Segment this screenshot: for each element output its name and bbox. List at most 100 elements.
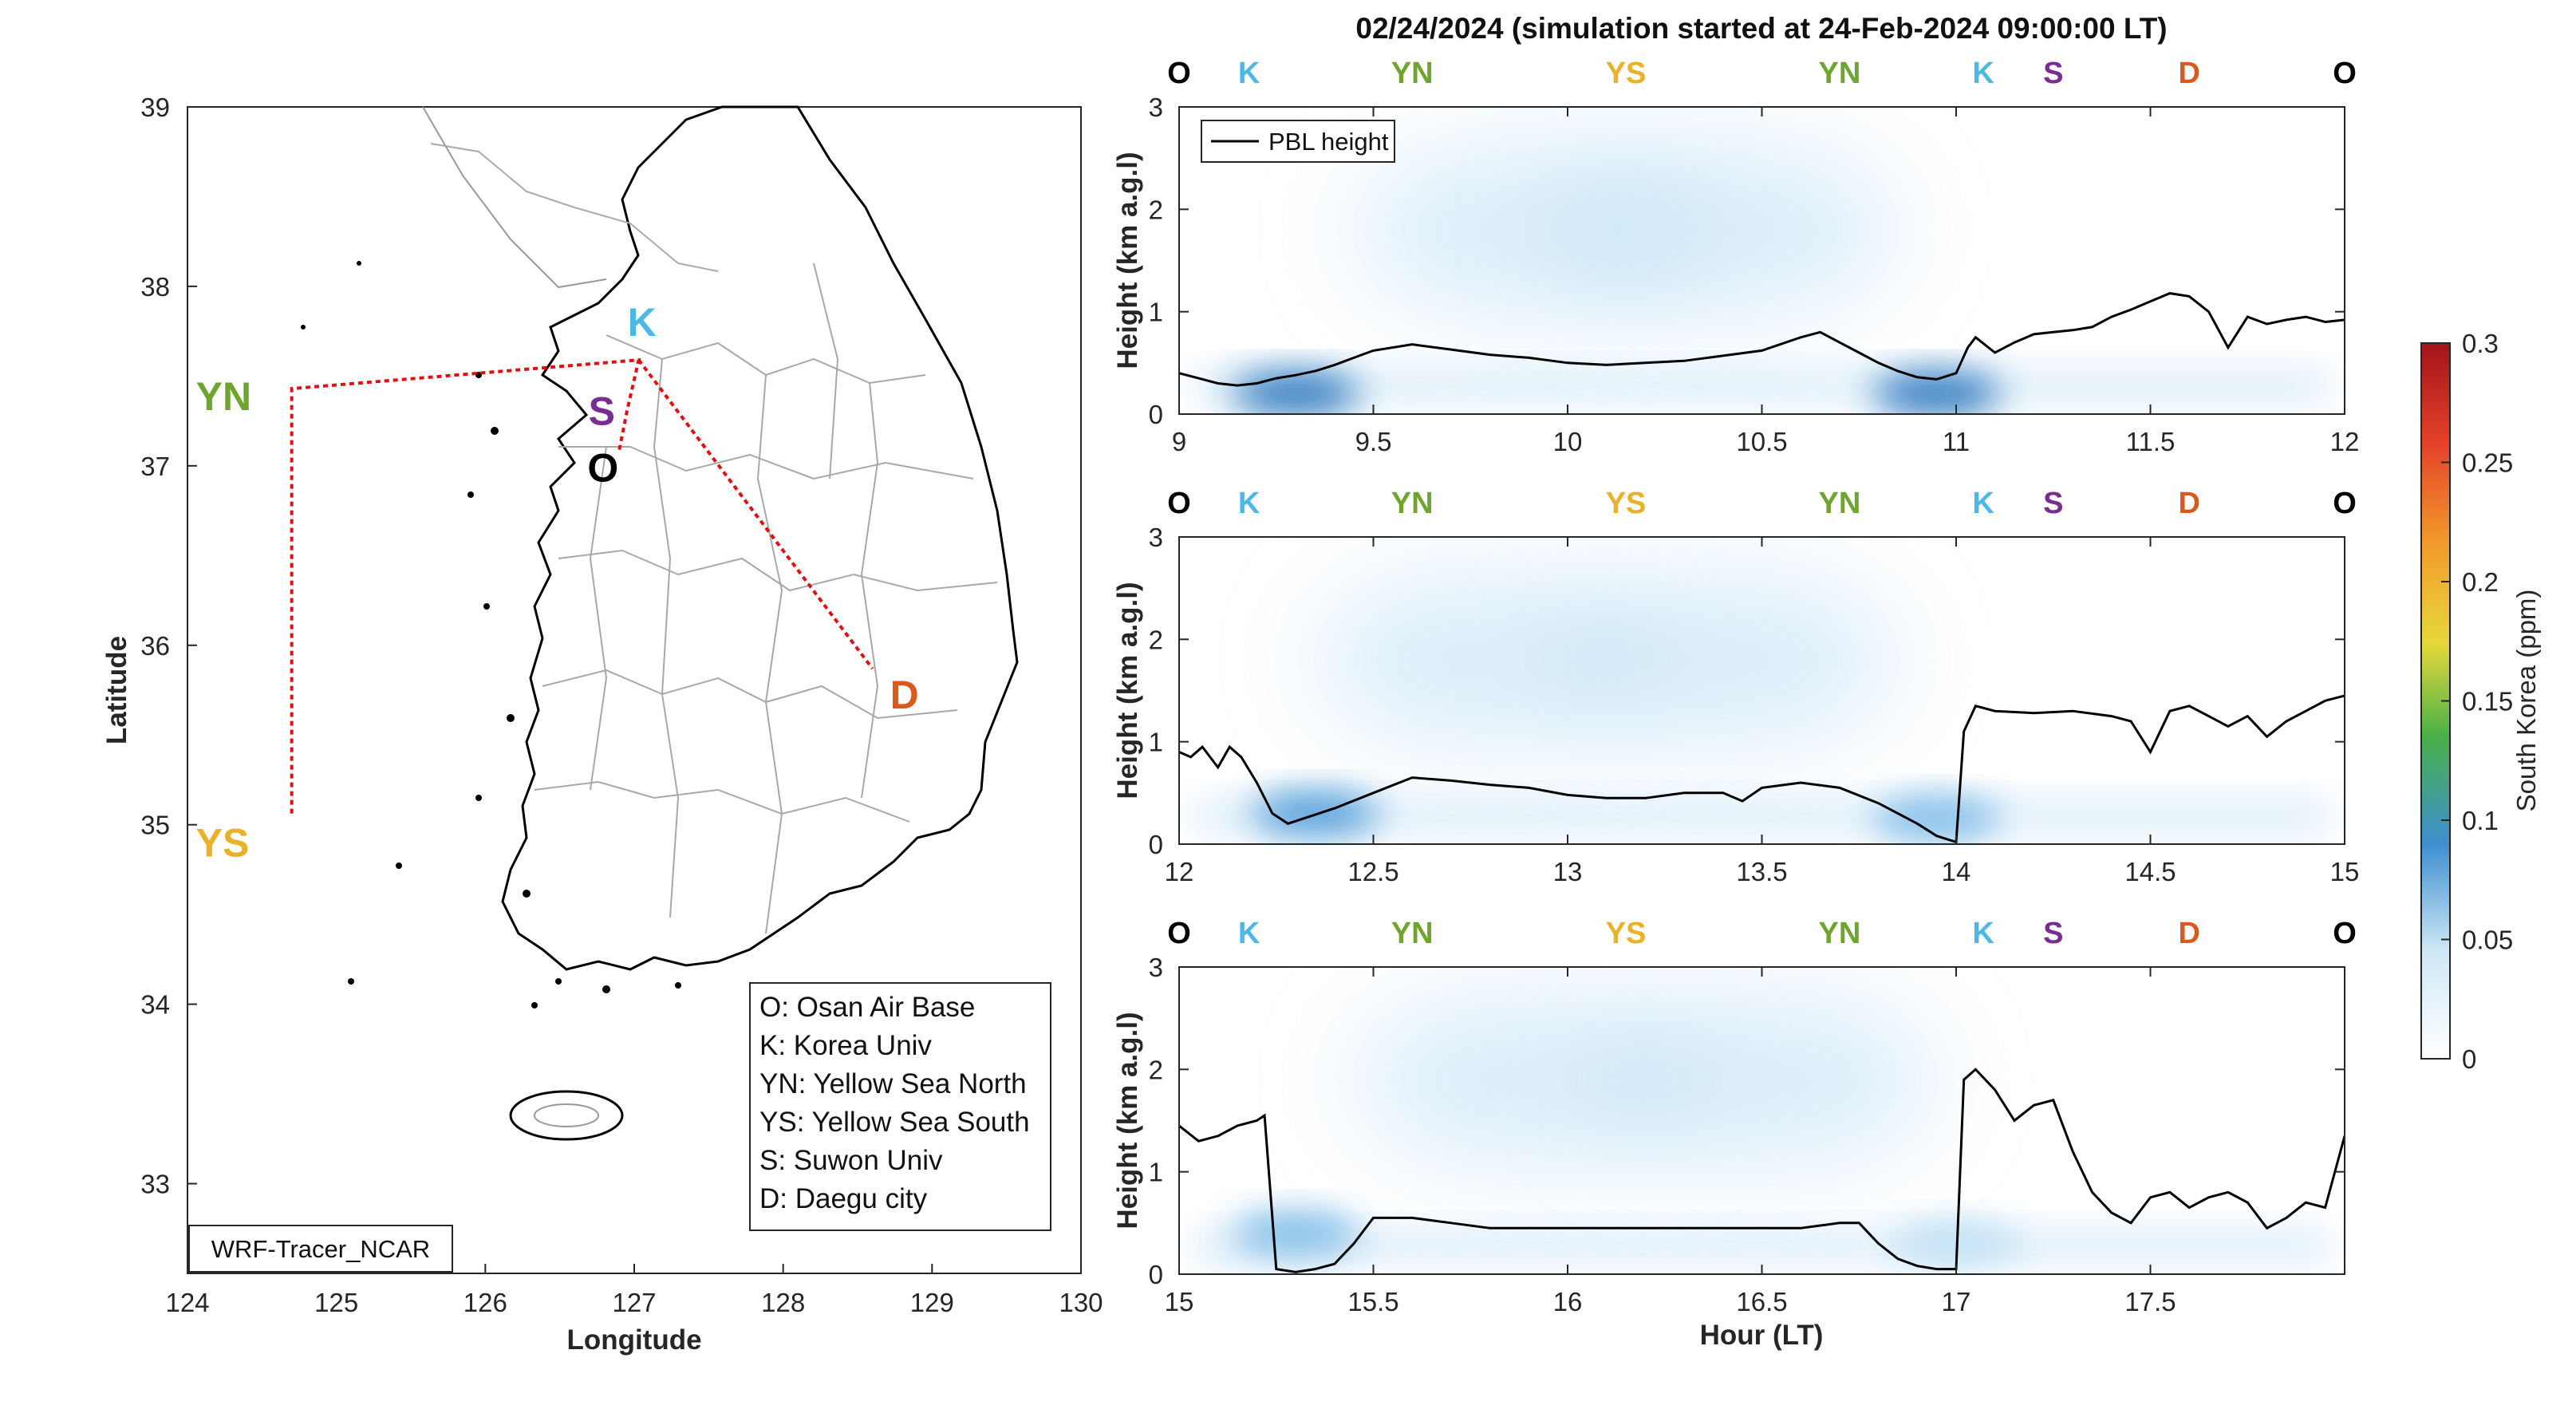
xtick-label: 17.5 <box>2124 1287 2176 1316</box>
korea-coastline <box>501 105 1019 971</box>
colorbar-tick-label: 0.1 <box>2462 806 2499 835</box>
site-marker-d: D <box>2178 487 2199 520</box>
islands <box>301 261 681 1008</box>
ytick-label: 0 <box>1149 1260 1163 1289</box>
pbl-height-line <box>1179 694 2345 844</box>
site-marker-s: S <box>2043 487 2063 520</box>
xtick-label: 12 <box>2330 427 2360 456</box>
admin-boundaries <box>534 262 998 934</box>
tracer-blob <box>1232 371 1360 414</box>
site-marker-k: K <box>1972 57 1994 90</box>
site-marker-yn: YN <box>1819 57 1861 90</box>
colorbar-tick-label: 0.3 <box>2462 329 2499 358</box>
colorbar-tick-label: 0.05 <box>2462 926 2513 955</box>
tracer-blob <box>1232 1210 1360 1256</box>
xtick-label: 15.5 <box>1347 1287 1398 1316</box>
colorbar-tick-label: 0.2 <box>2462 567 2499 597</box>
colorbar-tick-label: 0.25 <box>2462 448 2513 478</box>
site-marker-s: S <box>2043 917 2063 950</box>
tracer-layer <box>1195 1228 2329 1265</box>
xtick-label: 12.5 <box>1347 857 1398 886</box>
xtick-label: 9.5 <box>1355 427 1392 456</box>
site-marker-ys: YS <box>1606 917 1647 950</box>
map-ytick-label: 37 <box>140 452 170 481</box>
site-marker-k: K <box>1238 487 1260 520</box>
site-marker-yn: YN <box>1391 917 1434 950</box>
tracer-blob <box>1547 142 1899 318</box>
site-marker-o: O <box>2333 917 2357 950</box>
site-marker-yn: YN <box>1391 487 1434 520</box>
site-marker-k: K <box>1238 917 1260 950</box>
tracer-blob <box>1872 795 2001 841</box>
panel-ylabel: Height (km a.g.l) <box>1112 152 1143 369</box>
map-ytick-label: 33 <box>140 1170 170 1199</box>
map-legend-entry: O: Osan Air Base <box>759 992 975 1023</box>
tracer-field <box>1195 142 2329 414</box>
map-xtick-label: 127 <box>612 1288 656 1317</box>
tracer-blob <box>1872 371 2001 414</box>
colorbar-label: South Korea (ppm) <box>2511 590 2541 812</box>
map-legend-entry: YS: Yellow Sea South <box>759 1107 1030 1138</box>
curtain-panel-3: 15 15.5 16 16.5 17 17.5 0 1 2 3 Height (km a.g.l) O… <box>1112 917 2357 1316</box>
pbl-height-line <box>1179 292 2345 387</box>
site-marker-k: K <box>1972 917 1994 950</box>
map-xtick-label: 130 <box>1059 1288 1103 1317</box>
panel-ylabel: Height (km a.g.l) <box>1112 582 1143 799</box>
tracer-layer <box>1195 368 2329 405</box>
map-legend-box <box>749 982 1051 1231</box>
site-marker-ys: YS <box>1606 487 1647 520</box>
xtick-label: 14 <box>1942 857 1971 886</box>
figure-title: 02/24/2024 (simulation started at 24-Feb… <box>1355 12 2167 45</box>
map-legend-entry: D: Daegu city <box>759 1183 928 1214</box>
map-legend-entry: YN: Yellow Sea North <box>759 1068 1027 1099</box>
xtick-label: 12 <box>1165 857 1194 886</box>
site-marker-o: O <box>2333 487 2357 520</box>
ytick-label: 0 <box>1149 400 1163 429</box>
xtick-label: 17 <box>1942 1287 1971 1316</box>
site-marker-o: O <box>1167 487 1191 520</box>
map-xtick-label: 129 <box>910 1288 954 1317</box>
province-border <box>430 143 719 272</box>
map-ytick-label: 34 <box>140 990 170 1020</box>
map-site-yn: YN <box>196 374 251 419</box>
colorbar-ticks: 0 0.05 0.1 0.15 0.2 0.25 0.3 <box>2441 329 2513 1074</box>
site-marker-yn: YN <box>1819 487 1861 520</box>
ytick-label: 2 <box>1149 195 1163 224</box>
map-ytick-label: 36 <box>140 631 170 661</box>
xtick-label: 15 <box>2330 857 2360 886</box>
ytick-label: 1 <box>1149 1158 1163 1187</box>
colorbar-tick-label: 0 <box>2462 1044 2476 1074</box>
ytick-label: 3 <box>1149 93 1163 122</box>
xtick-label: 11.5 <box>2126 427 2176 456</box>
colorbar: 0 0.05 0.1 0.15 0.2 0.25 0.3 South Korea (ppm) <box>2420 329 2541 1074</box>
map-site-d: D <box>890 673 919 717</box>
site-marker-k: K <box>1238 57 1260 90</box>
map-site-o: O <box>587 446 618 491</box>
map-legend-entry: S: Suwon Univ <box>759 1145 943 1176</box>
route-to-daegu <box>637 358 874 670</box>
tracer-layer <box>1195 798 2329 835</box>
xtick-label: 16 <box>1553 1287 1583 1316</box>
ytick-label: 3 <box>1149 953 1163 982</box>
map-site-ys: YS <box>196 821 250 866</box>
site-marker-d: D <box>2178 57 2199 90</box>
map-ylabel: Latitude <box>101 636 132 744</box>
ytick-label: 2 <box>1149 625 1163 654</box>
northern-coast <box>422 106 607 289</box>
tracer-field <box>1195 572 2329 841</box>
site-marker-o: O <box>2333 57 2357 90</box>
site-marker-yn: YN <box>1391 57 1434 90</box>
model-label: WRF-Tracer_NCAR <box>211 1235 430 1263</box>
xtick-label: 14.5 <box>2124 857 2176 886</box>
map-ytick-label: 35 <box>140 811 170 840</box>
xtick-label: 16.5 <box>1736 1287 1787 1316</box>
site-marker-d: D <box>2178 917 2199 950</box>
map-xtick-label: 128 <box>761 1288 805 1317</box>
pbl-height-line <box>1179 1068 2345 1273</box>
map-ytick-label: 39 <box>140 93 170 122</box>
ytick-label: 0 <box>1149 830 1163 859</box>
ytick-label: 3 <box>1149 523 1163 552</box>
